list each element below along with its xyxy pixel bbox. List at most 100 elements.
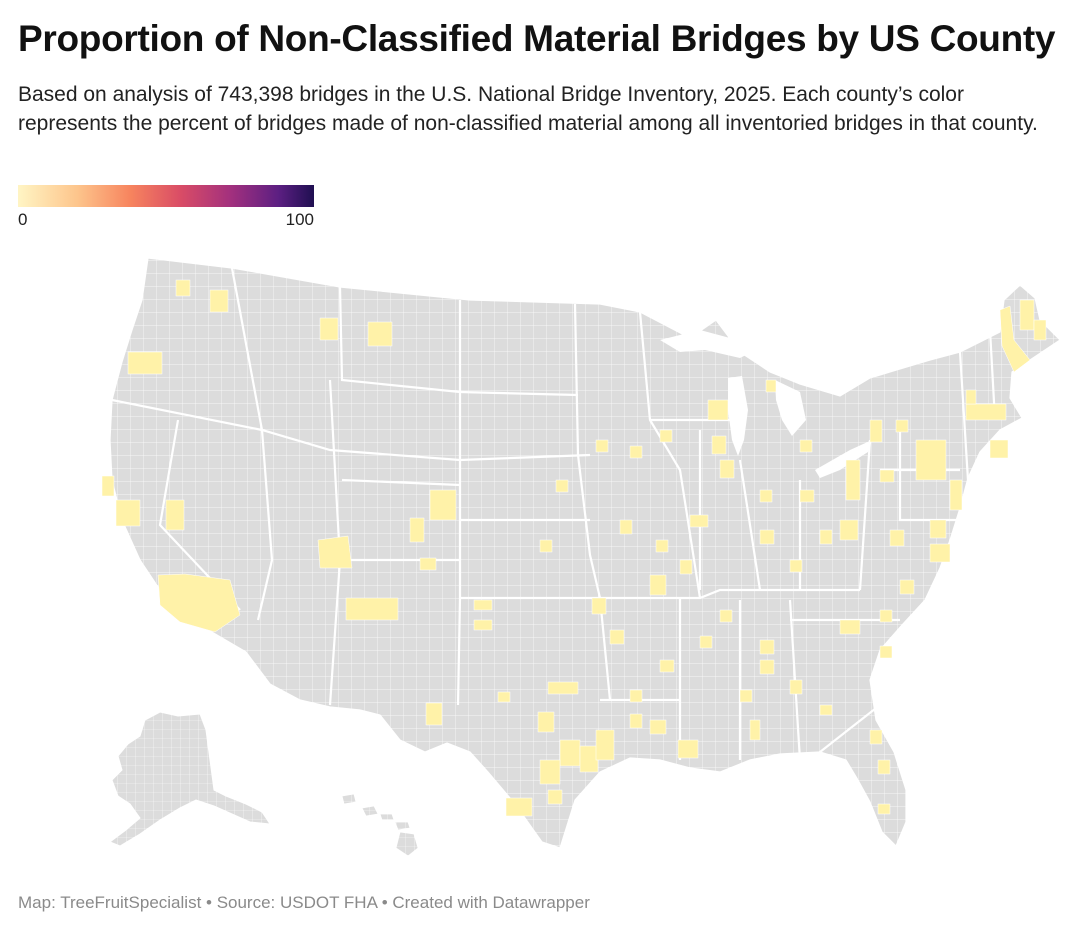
hawaii-islands xyxy=(341,793,419,857)
legend-min-label: 0 xyxy=(18,210,28,229)
county-cell xyxy=(367,321,393,347)
lake-superior xyxy=(660,330,760,358)
county-cell xyxy=(759,489,773,503)
county-cell xyxy=(629,689,643,703)
county-cell xyxy=(869,729,883,745)
county-cell xyxy=(719,609,733,623)
county-cell xyxy=(595,439,609,453)
color-legend: 0 100 xyxy=(18,185,314,231)
county-cell xyxy=(497,691,511,703)
county-cell xyxy=(425,702,443,726)
county-cell xyxy=(765,379,777,393)
county-cell xyxy=(889,529,905,547)
county-cell xyxy=(879,469,895,483)
alaska-landmass xyxy=(108,711,272,847)
us-county-map[interactable] xyxy=(90,248,1080,868)
county-cell xyxy=(555,479,569,493)
county-cell xyxy=(759,639,775,655)
county-cell xyxy=(659,659,675,673)
county-cell xyxy=(547,681,579,695)
map-footer-credit: Map: TreeFruitSpecialist • Source: USDOT… xyxy=(18,893,590,912)
county-cell xyxy=(689,514,709,528)
county-cell xyxy=(789,679,803,695)
county-cell xyxy=(989,439,1009,459)
county-cell xyxy=(679,559,693,575)
county-cell xyxy=(839,519,859,541)
county-cell xyxy=(895,419,909,433)
county-cell xyxy=(965,389,977,405)
county-cell xyxy=(317,535,353,569)
county-cell xyxy=(659,429,673,443)
county-cell xyxy=(1019,299,1035,331)
county-cell xyxy=(595,729,615,761)
county-cell xyxy=(799,489,815,503)
county-cell xyxy=(649,719,667,735)
lake-michigan xyxy=(728,376,748,456)
contiguous-us-landmass xyxy=(109,257,1061,849)
county-cell xyxy=(175,279,191,297)
county-cell xyxy=(759,659,775,675)
county-cell xyxy=(879,645,893,659)
county-cell xyxy=(949,479,963,511)
legend-max-label: 100 xyxy=(285,210,314,229)
county-cell xyxy=(537,711,555,733)
county-cell xyxy=(473,619,493,631)
county-cell xyxy=(965,403,1007,421)
county-cell xyxy=(789,559,803,573)
county-cell xyxy=(547,789,563,805)
county-cell xyxy=(707,399,729,421)
county-cell xyxy=(115,499,141,527)
county-cell xyxy=(1033,319,1047,341)
county-cell xyxy=(649,574,667,596)
county-cell xyxy=(699,635,713,649)
county-cell xyxy=(579,745,599,773)
county-cell xyxy=(419,557,437,571)
county-cell xyxy=(539,539,553,553)
county-cell xyxy=(101,475,115,497)
county-cell xyxy=(559,739,581,767)
lake-huron xyxy=(775,380,806,436)
county-cell xyxy=(473,599,493,611)
county-cell xyxy=(711,435,727,455)
county-cell xyxy=(869,419,883,443)
county-cell xyxy=(619,519,633,535)
county-cell xyxy=(165,499,185,531)
legend-labels: 0 100 xyxy=(18,207,314,231)
county-cell xyxy=(505,797,533,817)
county-cell xyxy=(591,597,607,615)
county-cell xyxy=(655,539,669,553)
county-cell xyxy=(429,489,457,521)
county-cell xyxy=(879,609,893,623)
county-cell xyxy=(799,439,813,453)
legend-gradient-bar xyxy=(18,185,314,207)
county-cell xyxy=(209,289,229,313)
county-cell xyxy=(999,305,1031,373)
county-cell xyxy=(899,579,915,595)
county-cell xyxy=(819,529,833,545)
county-cell xyxy=(819,704,833,716)
county-cell xyxy=(719,459,735,479)
county-cell xyxy=(749,719,761,741)
map-subtitle: Based on analysis of 743,398 bridges in … xyxy=(18,83,1038,135)
county-cell xyxy=(629,713,643,729)
county-cell xyxy=(845,459,861,501)
county-cell xyxy=(157,573,241,633)
county-cell xyxy=(915,439,947,481)
county-cell xyxy=(319,317,339,341)
county-cell xyxy=(929,519,947,539)
county-cell xyxy=(629,445,643,459)
county-cell xyxy=(409,517,425,543)
county-cell xyxy=(877,759,891,775)
county-cell xyxy=(677,739,699,759)
county-cell xyxy=(839,619,861,635)
county-cell xyxy=(929,543,951,563)
map-title: Proportion of Non-Classified Material Br… xyxy=(18,18,1056,59)
county-cell xyxy=(739,689,753,703)
lake-erie xyxy=(815,440,872,478)
county-cell xyxy=(127,351,163,375)
highlighted-counties[interactable] xyxy=(101,279,1047,817)
county-cell xyxy=(609,629,625,645)
county-cell xyxy=(759,529,775,545)
county-cell xyxy=(345,597,399,621)
county-cell xyxy=(539,759,561,785)
